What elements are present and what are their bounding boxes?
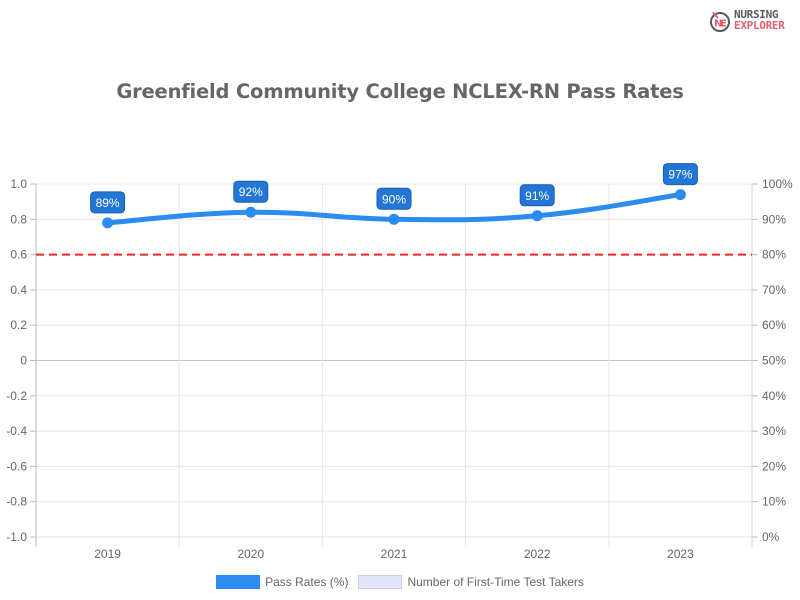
left-tick-label: -0.2 [6,389,27,403]
legend-swatch-test-takers [358,575,403,589]
data-label-text: 90% [382,192,406,206]
x-axis-ticks: 2019 2020 2021 2022 2023 [94,547,694,561]
data-point[interactable] [388,213,400,225]
right-tick-label: 70% [762,283,786,297]
data-label-badge [376,187,412,210]
left-tick-label: 0.8 [10,212,27,226]
data-label-badge [519,184,555,207]
data-label-text: 91% [525,189,549,203]
x-tick-label: 2022 [524,547,551,561]
legend-label-pass-rates: Pass Rates (%) [265,575,349,589]
legend-item-test-takers[interactable]: Number of First-Time Test Takers [358,575,584,589]
data-point[interactable] [674,189,686,201]
chart-title: Greenfield Community College NCLEX-RN Pa… [116,80,684,103]
right-tick-label: 40% [762,389,786,403]
svg-text:E: E [720,19,727,30]
data-label-badge [233,180,269,203]
svg-text:N: N [714,19,722,30]
nursing-explorer-logo[interactable]: N E NURSING EXPLORER [709,8,799,34]
left-tick-label: 0.2 [10,318,27,332]
data-label-badge [662,163,698,186]
data-label-badge [90,191,126,214]
left-axis-ticks: 1.0 0.8 0.6 0.4 0.2 0 -0.2 -0.4 -0.6 -0.8 -1.0 [6,177,36,544]
left-tick-label: 0.4 [10,283,27,297]
left-tick-label: -0.4 [6,424,27,438]
data-point[interactable] [245,206,257,218]
right-tick-label: 10% [762,495,786,509]
data-label-text: 97% [668,168,692,182]
data-label-text: 89% [96,196,120,210]
x-tick-label: 2020 [237,547,264,561]
legend-item-pass-rates[interactable]: Pass Rates (%) [216,575,348,589]
data-point[interactable] [531,210,543,222]
axes [35,184,753,547]
left-tick-label: -0.6 [6,459,27,473]
data-point[interactable] [102,217,114,229]
right-tick-label: 20% [762,459,786,473]
right-tick-label: 0% [762,530,780,544]
x-tick-label: 2019 [94,547,121,561]
right-tick-label: 60% [762,318,786,332]
right-axis-ticks: 100% 90% 80% 70% 60% 50% 40% 30% 20% 10% 0% [752,177,793,544]
left-tick-label: 1.0 [10,177,27,191]
left-tick-label: 0 [20,354,27,368]
gridlines [36,183,752,547]
right-tick-label: 30% [762,424,786,438]
logo-text-nursing: NURSING [734,8,779,21]
legend-swatch-pass-rates [216,575,261,589]
ne-monogram-icon: N E [710,12,730,32]
right-tick-label: 50% [762,354,786,368]
logo-text-explorer: EXPLORER [734,19,785,32]
left-tick-label: 0.6 [10,248,27,262]
right-tick-label: 100% [762,177,793,191]
x-tick-label: 2023 [667,547,694,561]
left-tick-label: -1.0 [6,530,27,544]
x-tick-label: 2021 [381,547,408,561]
right-tick-label: 80% [762,248,786,262]
data-labels: 89% 92% 90% 91% 97% [90,163,698,214]
left-tick-label: -0.8 [6,495,27,509]
right-tick-label: 90% [762,212,786,226]
legend-label-test-takers: Number of First-Time Test Takers [407,575,584,589]
legend: Pass Rates (%) Number of First-Time Test… [0,575,800,589]
pass-rates-series [102,189,686,229]
data-label-text: 92% [239,185,263,199]
